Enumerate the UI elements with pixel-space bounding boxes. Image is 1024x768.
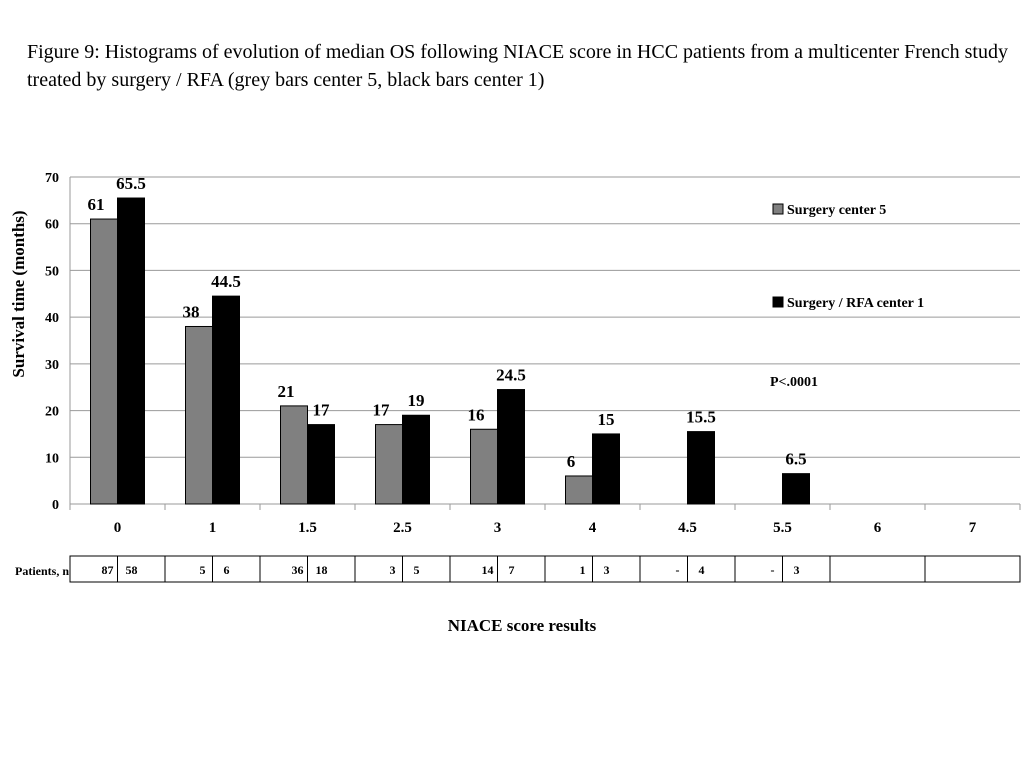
patients-count-center5: 3 xyxy=(390,563,396,577)
patients-count-center5: 87 xyxy=(102,563,114,577)
patients-count-center1: 7 xyxy=(509,563,515,577)
patients-count-center5: 36 xyxy=(292,563,304,577)
x-tick-label: 5.5 xyxy=(773,520,792,536)
data-label: 24.5 xyxy=(496,366,526,385)
patients-count-center5: 14 xyxy=(482,563,494,577)
patients-count-center5: - xyxy=(771,563,775,577)
x-axis-title: NIACE score results xyxy=(448,616,597,635)
bars xyxy=(90,197,810,505)
data-label: 17 xyxy=(373,401,391,420)
legend: Surgery center 5 Surgery / RFA center 1 xyxy=(772,203,924,311)
data-label: 16 xyxy=(468,405,485,424)
patients-count-center1: 18 xyxy=(316,563,328,577)
patients-count-center1: 58 xyxy=(126,563,138,577)
data-label: 44.5 xyxy=(211,272,241,291)
data-label: 15.5 xyxy=(686,408,716,427)
bar-center1 xyxy=(782,473,810,505)
patients-count-center1: 6 xyxy=(224,563,230,577)
y-tick-label: 50 xyxy=(45,264,59,279)
p-value-annotation: P<.0001 xyxy=(770,375,818,390)
y-tick-label: 40 xyxy=(45,311,59,326)
bar-center1 xyxy=(307,424,335,505)
x-tick-label: 0 xyxy=(114,520,122,536)
bar-center1 xyxy=(402,414,430,505)
bar-center1 xyxy=(212,295,240,505)
patients-count-center1: 3 xyxy=(604,563,610,577)
bar-center5 xyxy=(280,405,308,505)
bar-center5 xyxy=(565,475,593,505)
x-tick-label: 1 xyxy=(209,520,217,536)
legend-swatch xyxy=(772,296,784,308)
patients-count-center1: 5 xyxy=(414,563,420,577)
y-tick-label: 20 xyxy=(45,405,59,420)
y-axis-ticks: 0 10 20 30 40 50 60 70 xyxy=(45,171,59,513)
bar-center1 xyxy=(497,389,525,505)
patients-count-center1: 3 xyxy=(794,563,800,577)
data-label: 61 xyxy=(88,195,105,214)
bar-center5 xyxy=(185,325,213,505)
bar-center5 xyxy=(90,218,118,505)
patients-table: 87 58 5 6 36 18 3 5 14 7 1 3 - 4 - 3 xyxy=(69,555,1021,583)
figure-caption: Figure 9: Histograms of evolution of med… xyxy=(27,41,1008,91)
legend-label: Surgery center 5 xyxy=(787,203,886,218)
bar-center1 xyxy=(687,431,715,505)
x-tick-label: 4 xyxy=(589,520,597,536)
data-label: 21 xyxy=(278,382,295,401)
y-tick-label: 30 xyxy=(45,358,59,373)
patients-count-center5: 1 xyxy=(580,563,586,577)
x-tick-label: 4.5 xyxy=(678,520,697,536)
patients-count-center5: - xyxy=(676,563,680,577)
y-axis-title: Survival time (months) xyxy=(9,210,28,377)
x-tick-label: 6 xyxy=(874,520,882,536)
data-label: 6.5 xyxy=(785,450,806,469)
y-tick-label: 60 xyxy=(45,218,59,233)
bar-center5 xyxy=(470,428,498,505)
x-tick-label: 3 xyxy=(494,520,502,536)
patients-count-center5: 5 xyxy=(200,563,206,577)
x-tick-label: 1.5 xyxy=(298,520,317,536)
patients-count-center1: 4 xyxy=(699,563,705,577)
bar-center1 xyxy=(117,197,145,505)
bar-center1 xyxy=(592,433,620,505)
y-tick-label: 10 xyxy=(45,451,59,466)
patients-row-label: Patients, n xyxy=(15,564,69,578)
data-label: 38 xyxy=(183,302,200,321)
data-label: 15 xyxy=(598,410,615,429)
x-tick-label: 7 xyxy=(969,520,977,536)
x-axis-ticks: 0 1 1.5 2.5 3 4 4.5 5.5 6 7 xyxy=(114,520,977,536)
data-label: 65.5 xyxy=(116,174,146,193)
data-label: 19 xyxy=(408,391,425,410)
legend-label: Surgery / RFA center 1 xyxy=(787,296,924,311)
data-label: 17 xyxy=(313,401,331,420)
data-labels: 61 38 21 17 16 6 65.5 44.5 17 19 24.5 15 15.5 6.5 xyxy=(88,174,807,471)
bar-center5 xyxy=(375,424,403,505)
y-tick-label: 70 xyxy=(45,171,59,186)
y-tick-label: 0 xyxy=(52,498,59,513)
x-tick-label: 2.5 xyxy=(393,520,412,536)
data-label: 6 xyxy=(567,452,576,471)
legend-swatch xyxy=(772,203,784,215)
